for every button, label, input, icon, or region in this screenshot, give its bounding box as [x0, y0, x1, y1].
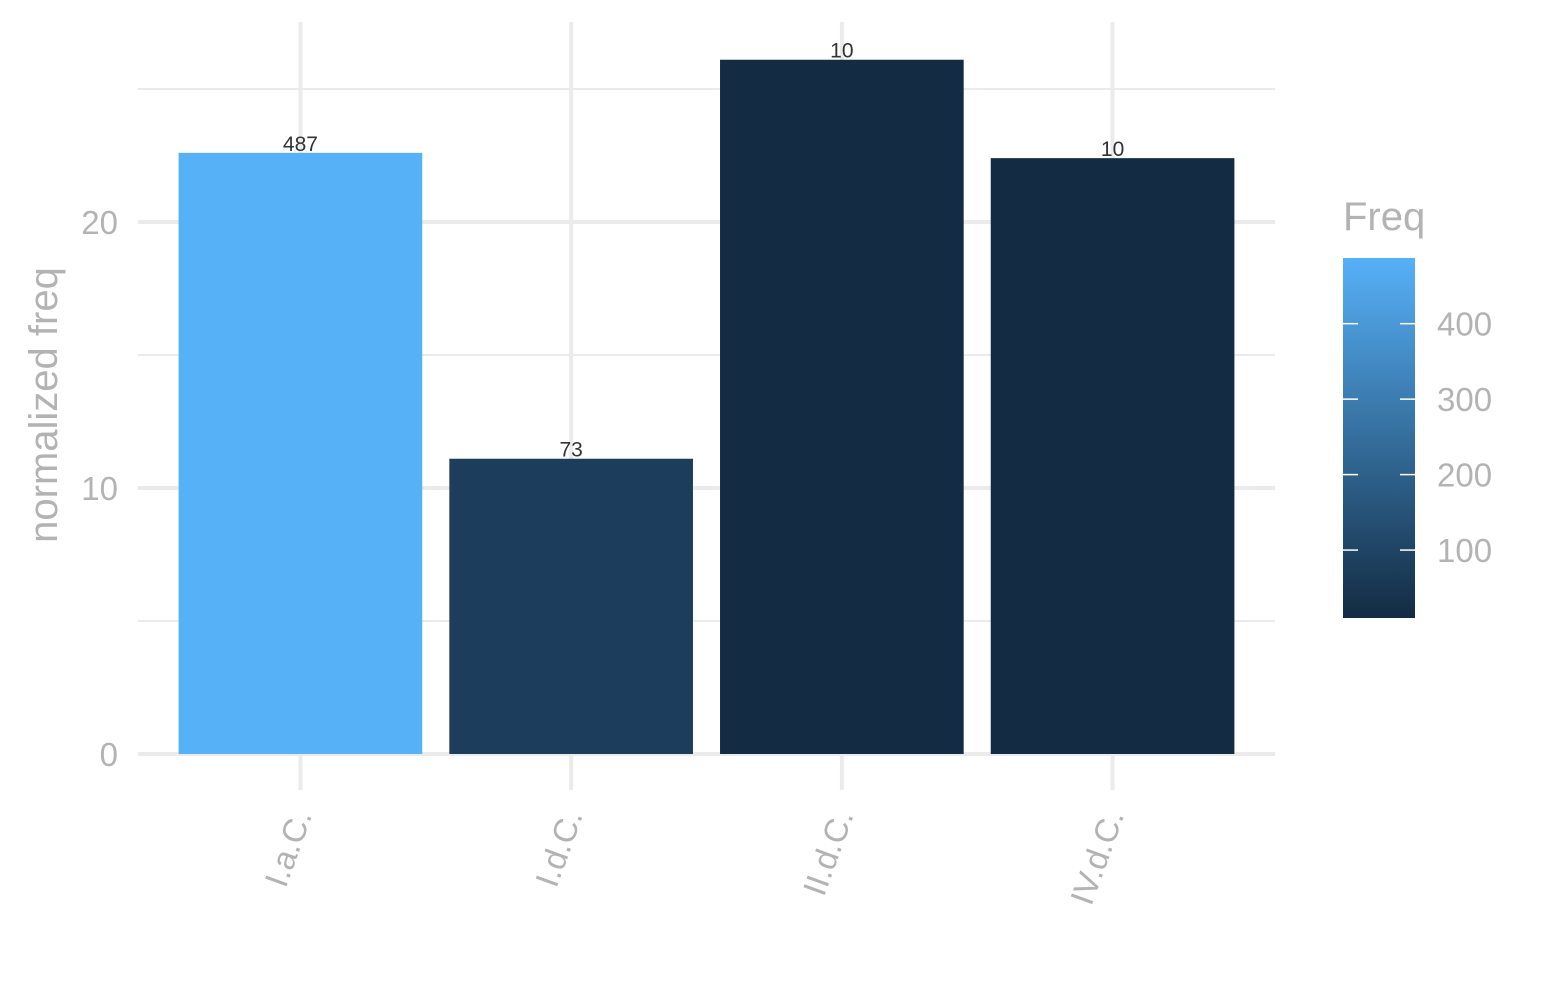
x-tick-label: IV.d.C.	[1063, 805, 1131, 910]
legend-colorbar	[1343, 258, 1415, 618]
legend: Freq 100 200 300 400	[1343, 195, 1492, 618]
x-tick-label: I.d.C.	[528, 805, 590, 892]
data-labels: 487 73 10 10	[283, 40, 1124, 462]
bars	[178, 59, 1235, 755]
data-label: 10	[830, 40, 853, 63]
y-axis-title: normalized freq	[22, 267, 66, 543]
legend-tick-label: 400	[1437, 306, 1492, 343]
x-axis: I.a.C. I.d.C. II.d.C. IV.d.C.	[257, 805, 1131, 910]
legend-title: Freq	[1343, 195, 1425, 239]
legend-tick-label: 200	[1437, 457, 1492, 494]
x-tick-label: II.d.C.	[796, 805, 861, 900]
data-label: 10	[1101, 138, 1124, 161]
legend-tick-label: 100	[1437, 532, 1492, 569]
data-label: 73	[559, 439, 582, 462]
y-tick-label: 20	[81, 204, 118, 241]
bar	[449, 458, 693, 754]
y-axis: 0 10 20	[81, 204, 118, 773]
y-tick-label: 10	[81, 470, 118, 507]
x-tick-label: I.a.C.	[257, 805, 319, 892]
y-tick-label: 0	[100, 736, 118, 773]
bar	[178, 152, 423, 755]
data-label: 487	[283, 133, 318, 156]
bar	[990, 158, 1235, 754]
legend-tick-label: 300	[1437, 381, 1492, 418]
bar	[720, 59, 964, 755]
